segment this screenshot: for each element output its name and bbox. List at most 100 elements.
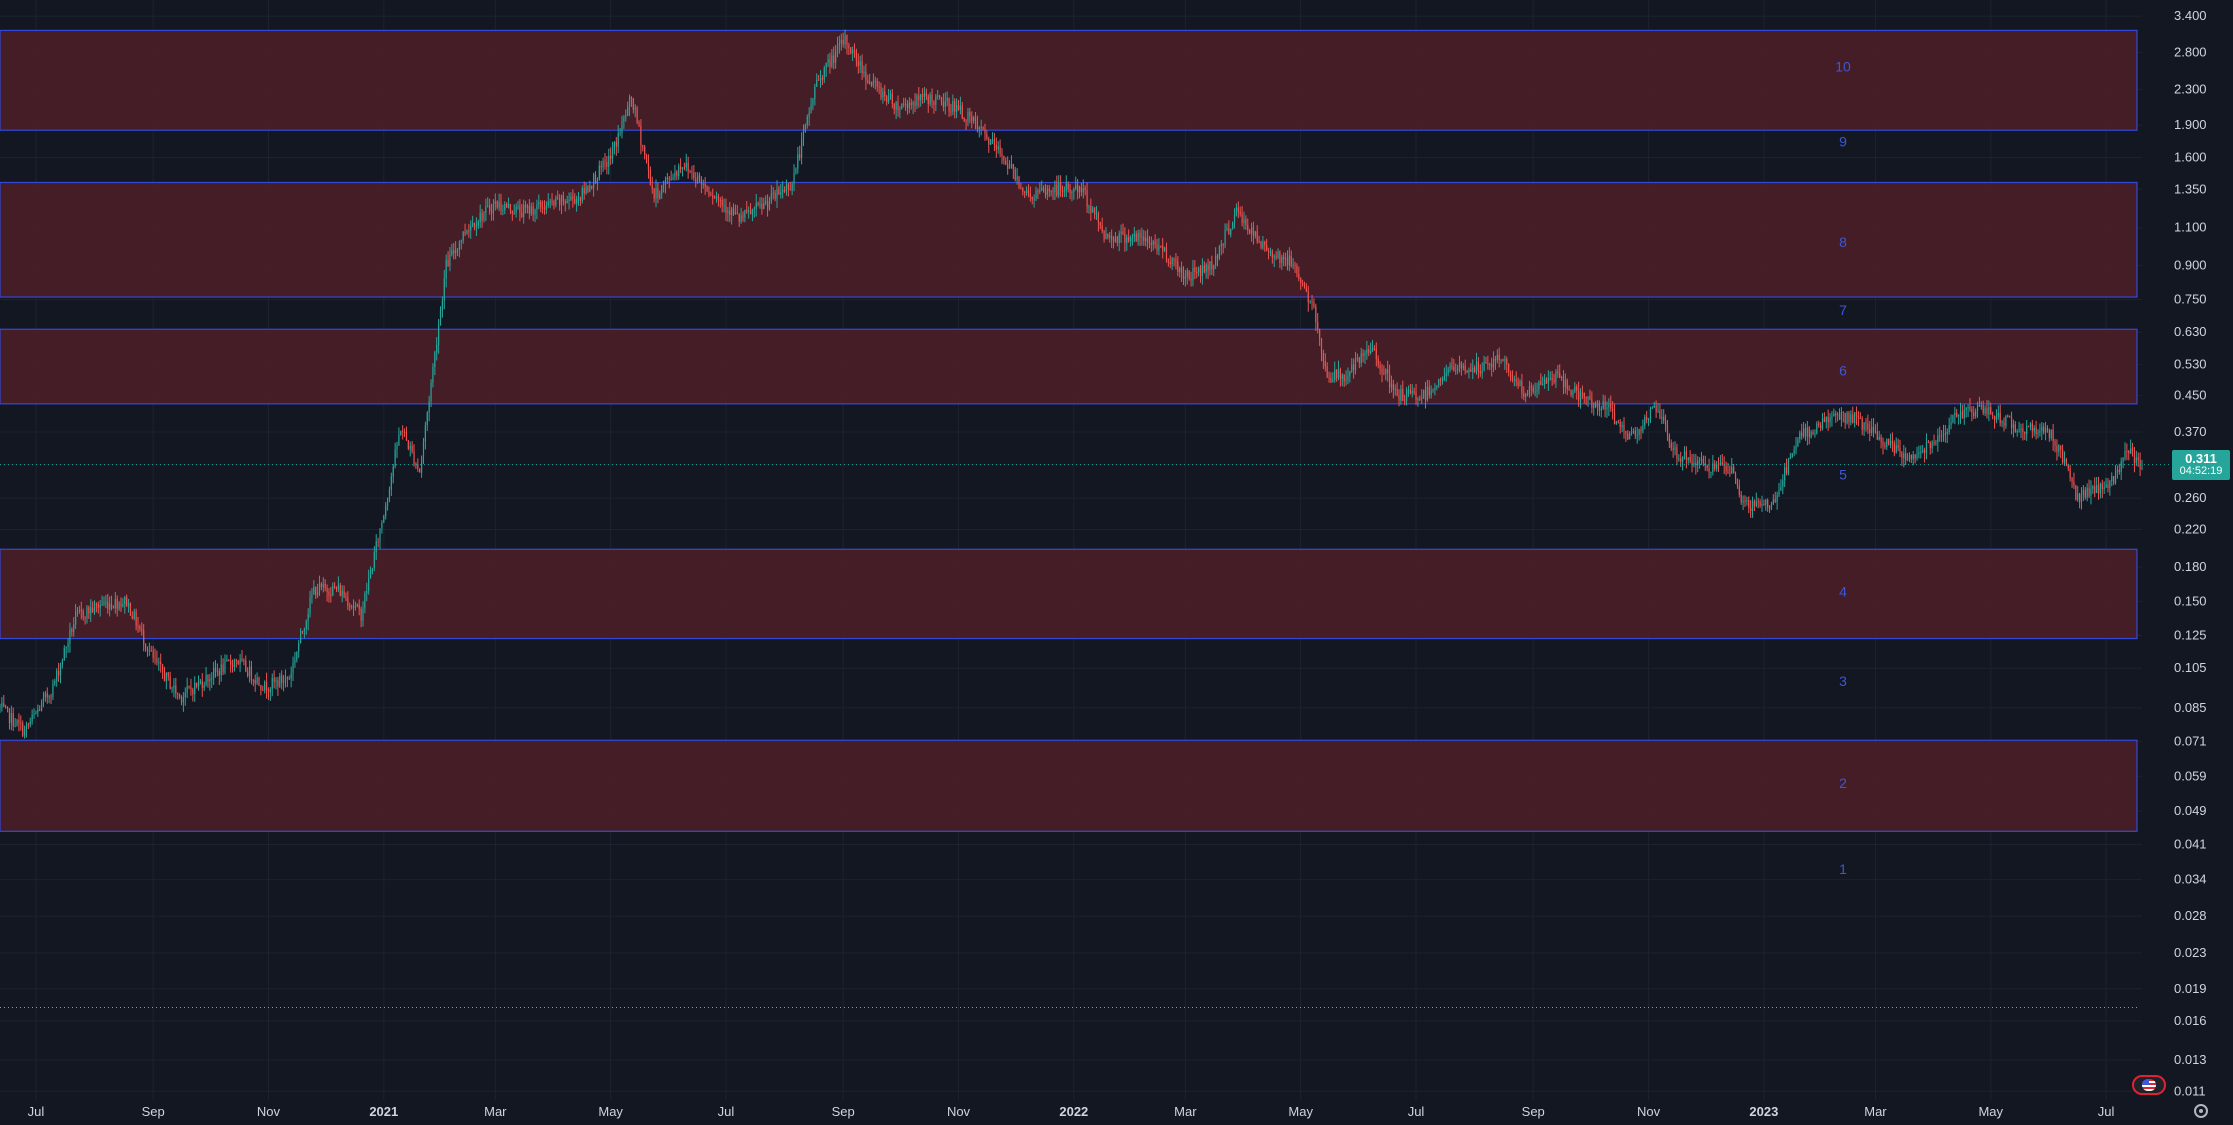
candle-body [252, 680, 254, 682]
candle-body [984, 128, 986, 135]
candle-body [702, 183, 704, 185]
candle-body [267, 691, 270, 693]
candle-body [220, 664, 222, 676]
candle-body [237, 661, 239, 665]
candle-body [1388, 373, 1391, 388]
candle-body [76, 610, 79, 612]
candle-body [572, 196, 574, 200]
candle-body [27, 724, 29, 726]
candle-body [343, 590, 345, 598]
candle-body [808, 112, 810, 117]
candle-body [460, 240, 462, 242]
candle-body [1895, 445, 1897, 454]
candle-body [1436, 385, 1438, 388]
candle-body [1336, 369, 1338, 378]
candle-body [1869, 429, 1871, 434]
candle-body [299, 630, 302, 644]
candle-body [313, 586, 315, 595]
candle-body [375, 541, 377, 553]
price-tick-label: 0.016 [2174, 1013, 2207, 1028]
candle-body [1243, 219, 1245, 224]
candle-body [8, 708, 11, 724]
candle-body [1368, 349, 1370, 354]
candle-body [604, 160, 606, 163]
candle-body [1366, 349, 1368, 354]
settings-icon[interactable] [2194, 1104, 2208, 1118]
candle-body [942, 101, 944, 107]
candle-body [2103, 487, 2105, 490]
candle-body [899, 108, 901, 111]
candle-body [2128, 451, 2130, 454]
us-flag-icon[interactable] [2132, 1075, 2166, 1095]
candle-body [107, 602, 109, 610]
price-tick-label: 2.800 [2174, 45, 2207, 60]
candle-body [1171, 258, 1173, 265]
candle-body [990, 139, 992, 145]
candle-body [1398, 395, 1400, 401]
candle-body [1487, 363, 1489, 365]
candle-body [260, 685, 262, 690]
candle-body [1345, 379, 1347, 381]
candle-body [746, 209, 748, 212]
candle-body [1719, 462, 1722, 465]
candle-body [869, 81, 871, 84]
candle-body [2056, 445, 2058, 452]
candle-body [997, 146, 999, 150]
candle-body [1555, 371, 1557, 383]
candle-body [906, 104, 909, 109]
candle-body [1235, 207, 1238, 215]
candle-body [507, 203, 510, 208]
candle-body [1975, 410, 1977, 417]
candle-body [6, 706, 9, 709]
candle-body [706, 186, 708, 192]
candle-body [1025, 190, 1028, 194]
price-tick-label: 1.900 [2174, 117, 2207, 132]
candle-body [1681, 456, 1684, 462]
candle-body [2003, 421, 2005, 427]
candle-body [1886, 438, 1888, 447]
candle-body [1814, 433, 1816, 435]
candle-body [443, 278, 445, 301]
candle-body [207, 675, 209, 682]
candle-body [1572, 391, 1574, 395]
candle-body [553, 201, 555, 205]
price-tick-label: 1.100 [2174, 220, 2207, 235]
candle-body [1001, 154, 1003, 156]
candle-body [1339, 369, 1342, 379]
candle-body [852, 50, 854, 54]
candle-body [449, 254, 451, 266]
candle-body [1810, 431, 1812, 438]
candle-body [20, 723, 22, 725]
candle-body [31, 715, 33, 722]
candle-body [1763, 504, 1765, 506]
candle-body [528, 205, 530, 214]
candle-body [1097, 213, 1100, 223]
candle-body [1169, 262, 1171, 265]
candle-body [1532, 387, 1534, 392]
price-tick-label: 0.028 [2174, 908, 2207, 923]
candle-body [1608, 404, 1610, 408]
candle-body [1101, 225, 1103, 231]
candle-body [1103, 230, 1105, 240]
candle-body [988, 138, 990, 145]
candle-body [1519, 381, 1521, 387]
candle-body [884, 91, 886, 97]
candle-body [725, 205, 727, 213]
candle-body [846, 35, 848, 46]
candle-body [1992, 414, 1994, 416]
candle-body [560, 195, 563, 205]
candle-body [1528, 386, 1531, 395]
candle-body [591, 186, 593, 189]
candle-body [555, 197, 557, 205]
candle-body [1137, 232, 1139, 241]
candle-body [1993, 415, 1996, 420]
candle-body [740, 215, 742, 222]
candle-body [969, 111, 971, 117]
time-tick-label: Nov [947, 1104, 971, 1119]
candle-body [1530, 386, 1532, 388]
candle-body [818, 79, 820, 81]
candle-body [1617, 421, 1619, 423]
candle-body [101, 604, 103, 606]
